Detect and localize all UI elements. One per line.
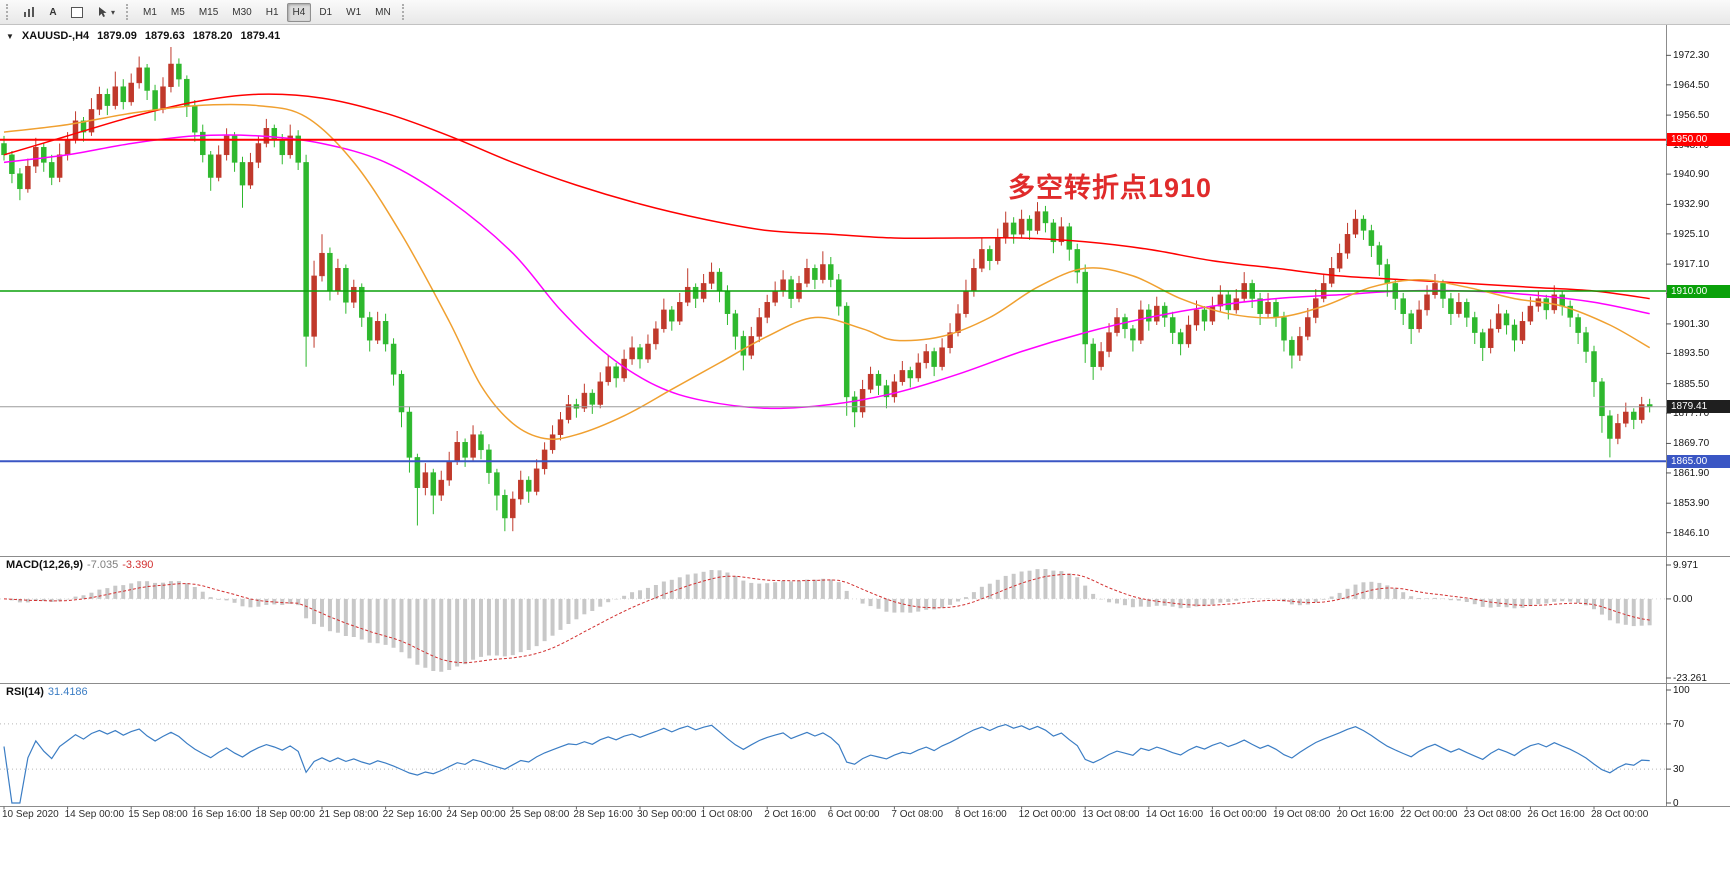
ohlc-open: 1879.09 — [97, 30, 137, 42]
toolbar-drag-handle[interactable] — [126, 4, 132, 20]
timeframe-button-m30[interactable]: M30 — [226, 3, 257, 22]
timeframe-button-w1[interactable]: W1 — [340, 3, 367, 22]
rsi-name: RSI(14) — [6, 686, 44, 698]
text-tool-label: A — [49, 6, 57, 18]
timeframe-button-d1[interactable]: D1 — [313, 3, 338, 22]
timeframe-button-m5[interactable]: M5 — [165, 3, 191, 22]
timeframe-toolbar: M1 M5 M15 M30 H1 H4 D1 W1 MN — [136, 2, 398, 22]
toolbar-drag-handle[interactable] — [401, 4, 408, 20]
macd-main-value: -7.035 — [87, 559, 119, 571]
symbol-dropdown-icon[interactable]: ▼ — [6, 31, 14, 41]
rsi-line — [3, 723, 1650, 804]
macd-histogram — [2, 569, 1652, 672]
dropdown-caret-icon: ▾ — [111, 7, 116, 17]
ohlc-high: 1879.63 — [144, 30, 185, 42]
toolbar-drag-handle[interactable] — [6, 4, 12, 20]
bar-chart-icon — [24, 7, 34, 17]
timeframe-button-h1[interactable]: H1 — [260, 3, 285, 22]
macd-panel[interactable] — [0, 557, 1666, 684]
macd-signal-value: -3.390 — [122, 559, 154, 571]
rsi-indicator-label: RSI(14) 31.4186 — [6, 686, 88, 698]
price-axis[interactable] — [1666, 25, 1730, 807]
main-chart-panel[interactable] — [0, 25, 1666, 557]
time-axis[interactable] — [0, 807, 1730, 827]
timeframe-button-mn[interactable]: MN — [369, 3, 397, 22]
chart-annotation-text[interactable]: 多空转折点1910 — [1008, 173, 1213, 203]
top-toolbar: A ▾ M1 M5 M15 M30 H1 H4 D1 W1 MN — [0, 0, 1730, 25]
chart-type-button[interactable] — [17, 3, 41, 22]
timeframe-button-h4[interactable]: H4 — [286, 2, 312, 22]
candlestick-series — [1, 47, 1653, 532]
cursor-icon — [99, 7, 107, 17]
ohlc-low: 1878.20 — [192, 30, 233, 42]
symbol-label: XAUUSD-,H4 — [21, 30, 90, 42]
text-tool-button[interactable]: A — [43, 3, 63, 22]
frame-icon — [71, 6, 83, 18]
ma-fast-orange-line[interactable] — [3, 103, 1651, 440]
cursor-tool-button[interactable]: ▾ — [91, 3, 121, 22]
frame-tool-button[interactable] — [65, 3, 89, 22]
chart-header: ▼ XAUUSD-,H4 1879.09 1879.63 1878.20 187… — [6, 30, 280, 42]
rsi-panel[interactable] — [0, 684, 1666, 807]
rsi-value: 31.4186 — [47, 686, 88, 698]
ohlc-close: 1879.41 — [240, 30, 281, 42]
ma-slow-red-line[interactable] — [3, 93, 1650, 300]
timeframe-button-m15[interactable]: M15 — [193, 3, 224, 22]
macd-name: MACD(12,26,9) — [6, 559, 84, 571]
timeframe-button-m1[interactable]: M1 — [137, 3, 163, 22]
macd-signal-line — [3, 573, 1650, 664]
macd-indicator-label: MACD(12,26,9) -7.035 -3.390 — [6, 559, 153, 571]
